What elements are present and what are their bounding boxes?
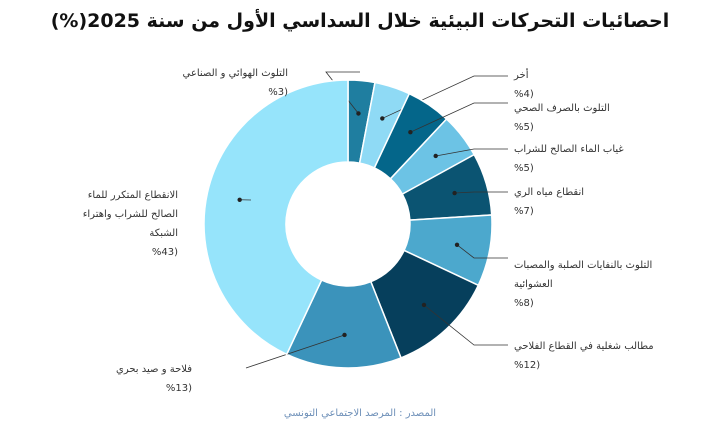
leader-line-irrigation-cut bbox=[452, 190, 508, 196]
slice-label-solid-waste: التلوث بالنفايات الصلبة والمصبات العشوائ… bbox=[514, 260, 653, 309]
leader-line-sewage-pollution bbox=[408, 102, 508, 135]
source-note: المصدر : المرصد الاجتماعي التونسي bbox=[283, 408, 437, 419]
chart-title: احصائيات التحركات البيئية خلال السداسي ا… bbox=[50, 10, 670, 32]
slice-label-agri-fishing: فلاحة و صيد بحري (%13 bbox=[116, 364, 192, 394]
donut-slice-water-cuts-network bbox=[203, 79, 349, 356]
slice-label-water-cuts-network: الانقطاع المتكرر للماء الصالح للشراب واه… bbox=[82, 190, 178, 258]
leader-line-no-drinking-water bbox=[433, 148, 508, 159]
leader-line-water-cuts-network bbox=[237, 197, 252, 202]
slice-label-no-drinking-water: غياب الماء الصالح للشراب (%5 bbox=[514, 144, 624, 174]
slice-label-sewage-pollution: التلوث بالصرف الصحي (%5 bbox=[514, 103, 610, 133]
leader-line-agri-fishing bbox=[245, 332, 347, 369]
slice-label-air-industrial-pollution: التلوث الهوائي و الصناعي (%3 bbox=[182, 68, 288, 98]
slice-label-irrigation-cut: انقطاع مياه الري (%7 bbox=[514, 187, 585, 217]
leader-line-solid-waste bbox=[454, 242, 508, 259]
slice-label-agri-employment: مطالب شغلية في القطاع الفلاحي (%12 bbox=[514, 341, 654, 371]
leader-line-agri-employment bbox=[421, 302, 508, 346]
slice-label-other: أخر (%4 bbox=[514, 70, 534, 100]
